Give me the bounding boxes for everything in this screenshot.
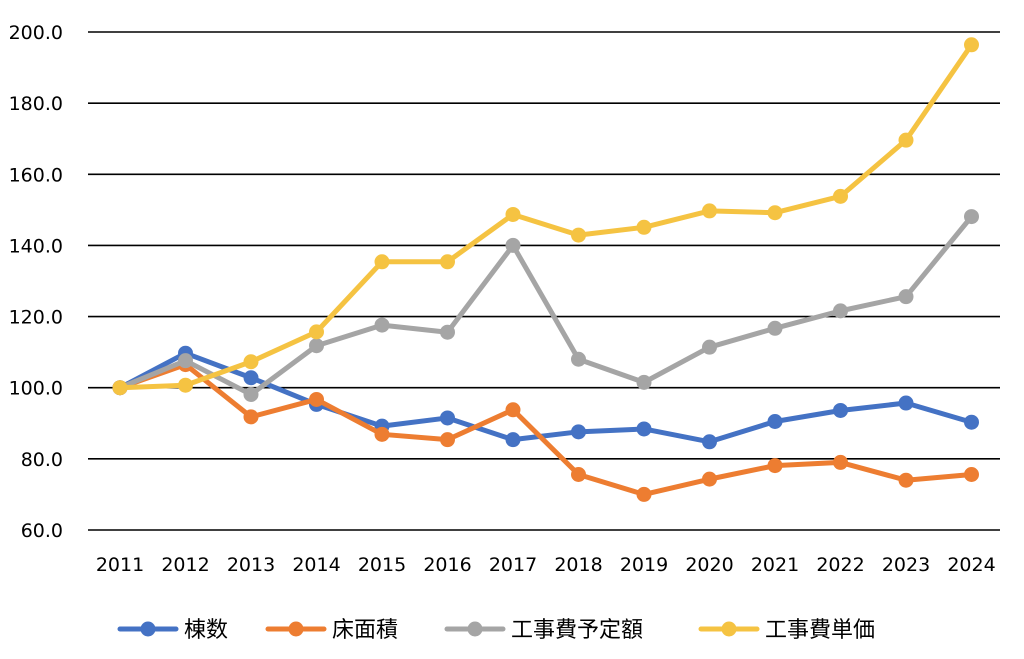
data-point [702,203,717,219]
x-tick-label: 2015 [358,554,406,576]
data-point [898,472,914,488]
legend: 棟数 床面積 工事費予定額 工事費単価 [117,618,875,643]
gridlines [88,31,1000,531]
x-tick-label: 2021 [751,554,799,576]
y-axis-ticks: 60.0 80.0 100.0 120.0 140.0 160.0 180.0 200.0 [9,22,63,542]
data-point [833,188,848,204]
data-point [440,254,455,270]
data-point [833,303,848,319]
data-point [767,320,783,336]
data-point [243,354,259,370]
data-point [833,454,848,470]
legend-swatch-marker [140,621,156,637]
y-tick-label: 160.0 [9,164,63,186]
data-point [702,339,717,355]
y-tick-label: 100.0 [9,378,63,400]
data-point [964,209,979,225]
legend-swatch-marker [721,621,737,637]
data-point [309,338,324,354]
data-point [767,458,783,474]
legend-item: 床面積 [265,618,398,643]
series-2 [112,209,979,402]
data-point [505,432,521,448]
series-3 [112,37,979,396]
data-point [702,471,717,487]
data-point [243,409,259,425]
data-point [505,206,521,222]
legend-item: 棟数 [117,618,228,643]
y-tick-label: 120.0 [9,307,63,329]
series-0 [112,345,979,450]
data-point [374,426,390,442]
x-axis-ticks: 2011 2012 2013 2014 2015 2016 2017 2018 2019 2020… [96,554,996,576]
legend-label: 床面積 [332,618,398,643]
y-tick-label: 180.0 [9,93,63,115]
data-point [571,424,586,440]
data-point [636,374,652,390]
data-point [636,219,652,235]
data-point [374,317,390,333]
data-point [964,467,979,483]
series-line [117,350,974,445]
x-tick-label: 2023 [882,554,930,576]
data-point [833,402,848,418]
x-tick-label: 2011 [96,554,144,576]
data-point [702,434,717,450]
data-point [767,414,783,430]
x-tick-label: 2013 [227,554,275,576]
data-point [440,432,455,448]
data-point [440,324,455,340]
data-point [178,353,193,369]
data-point [243,370,259,386]
series-line [117,214,974,397]
legend-label: 工事費予定額 [511,618,643,643]
legend-swatch-marker [288,621,304,637]
y-tick-label: 200.0 [9,22,63,44]
legend-item: 工事費予定額 [444,618,643,643]
data-point [112,380,128,396]
data-point [964,414,979,430]
data-point [374,254,390,270]
x-tick-label: 2012 [161,554,209,576]
series-line [117,42,974,391]
x-tick-label: 2014 [292,554,340,576]
x-tick-label: 2019 [620,554,668,576]
series-1 [112,357,979,502]
x-tick-label: 2024 [947,554,995,576]
data-point [505,402,521,418]
x-tick-label: 2017 [489,554,537,576]
data-point [898,289,914,305]
data-point [309,391,324,407]
series-group [112,37,979,502]
data-point [898,395,914,411]
legend-item: 工事費単価 [698,618,875,643]
x-tick-label: 2020 [685,554,733,576]
data-point [898,132,914,148]
y-tick-label: 140.0 [9,235,63,257]
x-tick-label: 2016 [423,554,471,576]
data-point [571,227,586,243]
y-tick-label: 80.0 [21,449,63,471]
data-point [767,205,783,221]
data-point [636,421,652,437]
y-tick-label: 60.0 [21,520,63,542]
data-point [178,377,193,393]
data-point [309,324,324,340]
data-point [964,37,979,53]
data-point [440,410,455,426]
legend-label: 工事費単価 [765,618,875,643]
data-point [505,237,521,253]
data-point [243,386,259,402]
x-tick-label: 2018 [554,554,602,576]
x-tick-label: 2022 [816,554,864,576]
legend-swatch-marker [467,621,483,637]
legend-label: 棟数 [184,618,228,643]
data-point [571,467,586,483]
data-point [636,486,652,502]
data-point [571,351,586,367]
series-line [117,362,974,497]
